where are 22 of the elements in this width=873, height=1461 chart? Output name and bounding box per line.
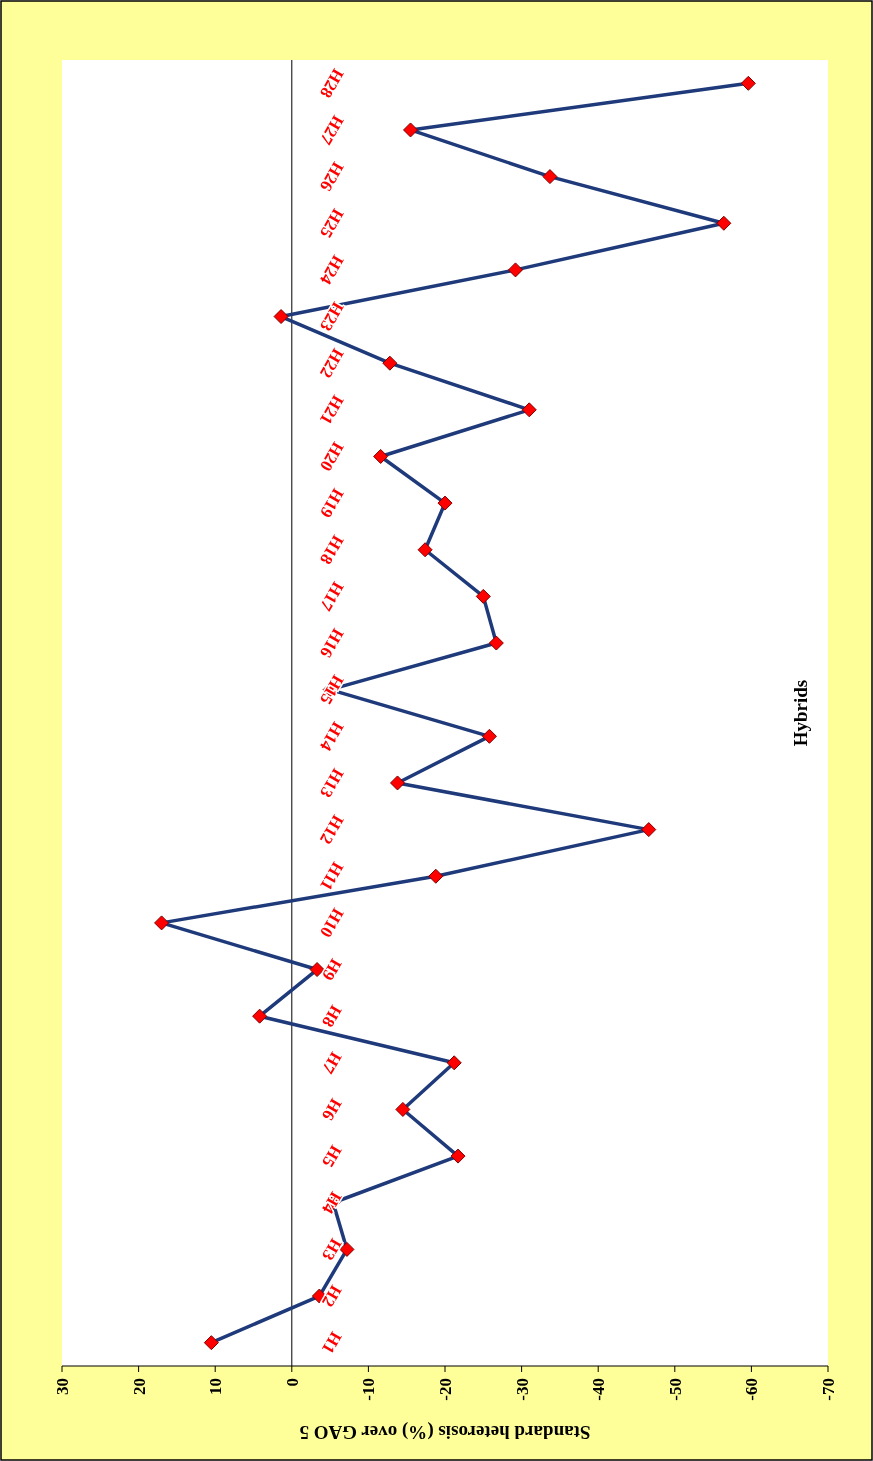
x-tick-label: -50 — [665, 1378, 685, 1401]
y-tick-label: H6 — [318, 1095, 346, 1124]
x-tick-label: -20 — [436, 1378, 455, 1401]
y-tick-label: H3 — [318, 1235, 346, 1264]
y-axis-title: Hybrids — [789, 679, 811, 747]
x-tick-label: -40 — [589, 1378, 609, 1401]
y-tick-label: H2 — [318, 1281, 346, 1311]
x-tick-label: 20 — [129, 1378, 149, 1395]
y-tick-label: H5 — [318, 1141, 346, 1171]
x-tick-label: -10 — [359, 1378, 379, 1401]
x-tick-label: 30 — [53, 1378, 72, 1395]
x-tick-label: 0 — [282, 1378, 302, 1387]
y-tick-label: H11 — [316, 858, 348, 894]
y-tick-label: H7 — [317, 1048, 346, 1078]
y-tick-label: H1 — [318, 1328, 346, 1357]
x-tick-label: -70 — [819, 1378, 838, 1401]
y-tick-label: H9 — [318, 955, 346, 984]
y-tick-label: H8 — [318, 1002, 346, 1031]
x-tick-label: -30 — [512, 1378, 532, 1401]
x-tick-label: -60 — [742, 1378, 762, 1401]
x-axis-title: Standard heterosis (%) over GAO 5 — [299, 1420, 591, 1443]
x-tick-label: 10 — [206, 1378, 226, 1395]
